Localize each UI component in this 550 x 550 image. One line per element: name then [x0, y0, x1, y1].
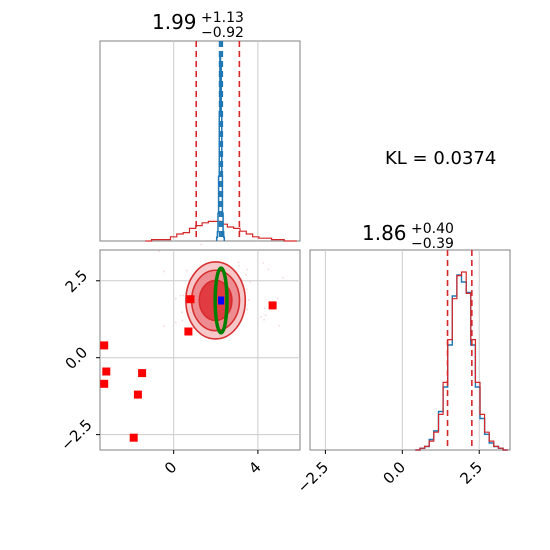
panel-top-grid [173, 41, 259, 241]
scatter-sample-point [181, 319, 184, 322]
scatter-sample-point [263, 318, 265, 321]
scatter-sample-point [276, 297, 279, 300]
scatter-red-square-7 [184, 327, 193, 336]
scatter-sample-point [179, 294, 182, 297]
scatter-sample-point [158, 250, 161, 253]
panel-right-title-value: 1.86 [362, 221, 407, 245]
panel-right-blue-histogram [415, 274, 508, 451]
scatter-sample-point [248, 299, 250, 302]
scatter-red-square-5 [129, 433, 138, 442]
panel-top-blue-histogram [215, 55, 226, 241]
scatter-sample-point [181, 311, 183, 314]
scatter-sample-point [278, 324, 280, 327]
scatter-red-square-0 [100, 341, 109, 350]
scatter-red-square-4 [133, 390, 142, 399]
panel-right-red-histogram [415, 271, 508, 451]
scatter-sample-point [264, 314, 267, 316]
panel-right-xtick-label-0: −2.5 [294, 458, 332, 496]
scatter-red-markers [100, 295, 277, 442]
scatter-red-square-8 [268, 301, 277, 310]
scatter-red-square-3 [138, 369, 147, 378]
scatter-sample-point [262, 262, 265, 264]
scatter-sample-point [182, 294, 185, 297]
scatter-sample-point [174, 321, 177, 324]
marginal-histogram-x-panel: 1.99 +1.13 −0.92 [99, 10, 301, 242]
scatter-sample-point [246, 268, 249, 271]
panel-right-histograms [415, 271, 508, 451]
scatter-sample-point [282, 276, 284, 279]
panel-right-frame [309, 249, 511, 451]
scatter-blue-point [218, 296, 225, 305]
scatter-sample-point [246, 308, 249, 311]
scatter-xtick-label-1: 4 [245, 458, 264, 477]
marginal-histogram-y-panel: −2.5 0.0 2.5 1.86 +0.40 −0.39 [294, 221, 511, 497]
scatter-sample-point [263, 307, 266, 310]
panel-top-frame [99, 40, 301, 242]
panel-right-title-upper: +0.40 [411, 221, 454, 237]
panel-right-xtick-label-2: 2.5 [456, 458, 486, 488]
scatter-sample-point [200, 243, 203, 246]
scatter-sample-point [163, 325, 165, 327]
panel-top-title-lower: −0.92 [201, 25, 244, 41]
scatter-sample-point [174, 297, 177, 300]
panel-right-grid [324, 250, 480, 450]
scatter-green-contour [213, 266, 229, 335]
scatter-sample-point [237, 261, 240, 264]
scatter-green-contour-ellipse [213, 266, 229, 335]
panel-right-xtick-label-1: 0.0 [380, 458, 410, 488]
panel-top-title-upper: +1.13 [201, 10, 244, 26]
scatter-sample-point [245, 273, 248, 276]
scatter-red-square-2 [100, 379, 109, 388]
scatter-red-square-1 [102, 367, 111, 376]
scatter-ytick-label-1: 0.0 [62, 343, 92, 373]
scatter-sample-point [267, 268, 270, 271]
scatter-sample-point [245, 288, 248, 290]
panel-top-quantile-lines [195, 41, 241, 241]
scatter-sample-point [186, 269, 188, 272]
kl-divergence-label: KL = 0.0374 [385, 148, 496, 169]
scatter-sample-point [163, 270, 165, 273]
panel-right-tick-labels: −2.5 0.0 2.5 [294, 450, 486, 497]
joint-scatter-panel: 0 4 −2.5 0.0 2.5 [57, 243, 323, 478]
panel-right-quantile-lines [446, 250, 473, 450]
scatter-red-square-6 [186, 295, 195, 304]
scatter-xtick-label-0: 0 [161, 458, 180, 477]
scatter-sample-point [249, 281, 252, 283]
scatter-sample-point [260, 316, 262, 318]
scatter-ytick-label-0: −2.5 [57, 416, 95, 454]
scatter-sample-point [238, 264, 240, 267]
scatter-ytick-label-2: 2.5 [62, 266, 92, 296]
panel-right-title-lower: −0.39 [411, 236, 454, 252]
panel-top-title-value: 1.99 [152, 10, 197, 34]
